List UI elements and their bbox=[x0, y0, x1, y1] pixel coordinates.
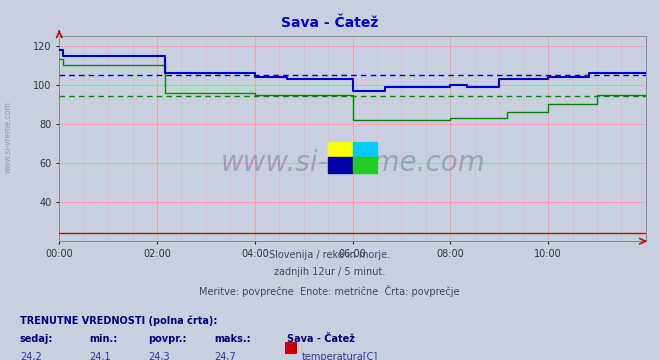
Text: www.si-vreme.com: www.si-vreme.com bbox=[220, 149, 485, 177]
Bar bbox=[328, 141, 353, 157]
Text: 24,2: 24,2 bbox=[20, 352, 42, 360]
Text: www.si-vreme.com: www.si-vreme.com bbox=[3, 101, 13, 173]
Text: 24,3: 24,3 bbox=[148, 352, 170, 360]
Text: Sava - Čatež: Sava - Čatež bbox=[281, 16, 378, 30]
Text: povpr.:: povpr.: bbox=[148, 334, 186, 344]
Text: sedaj:: sedaj: bbox=[20, 334, 53, 344]
Bar bbox=[328, 157, 353, 173]
Text: Slovenija / reke in morje.: Slovenija / reke in morje. bbox=[269, 250, 390, 260]
Text: temperatura[C]: temperatura[C] bbox=[302, 352, 378, 360]
Text: min.:: min.: bbox=[89, 334, 117, 344]
Text: 24,7: 24,7 bbox=[214, 352, 236, 360]
Text: maks.:: maks.: bbox=[214, 334, 251, 344]
Text: Meritve: povprečne  Enote: metrične  Črta: povprečje: Meritve: povprečne Enote: metrične Črta:… bbox=[199, 285, 460, 297]
Text: zadnjih 12ur / 5 minut.: zadnjih 12ur / 5 minut. bbox=[273, 267, 386, 278]
Text: Sava - Čatež: Sava - Čatež bbox=[287, 334, 355, 344]
Bar bbox=[353, 141, 377, 157]
Text: TRENUTNE VREDNOSTI (polna črta):: TRENUTNE VREDNOSTI (polna črta): bbox=[20, 315, 217, 325]
Bar bbox=[353, 157, 377, 173]
Text: 24,1: 24,1 bbox=[89, 352, 111, 360]
